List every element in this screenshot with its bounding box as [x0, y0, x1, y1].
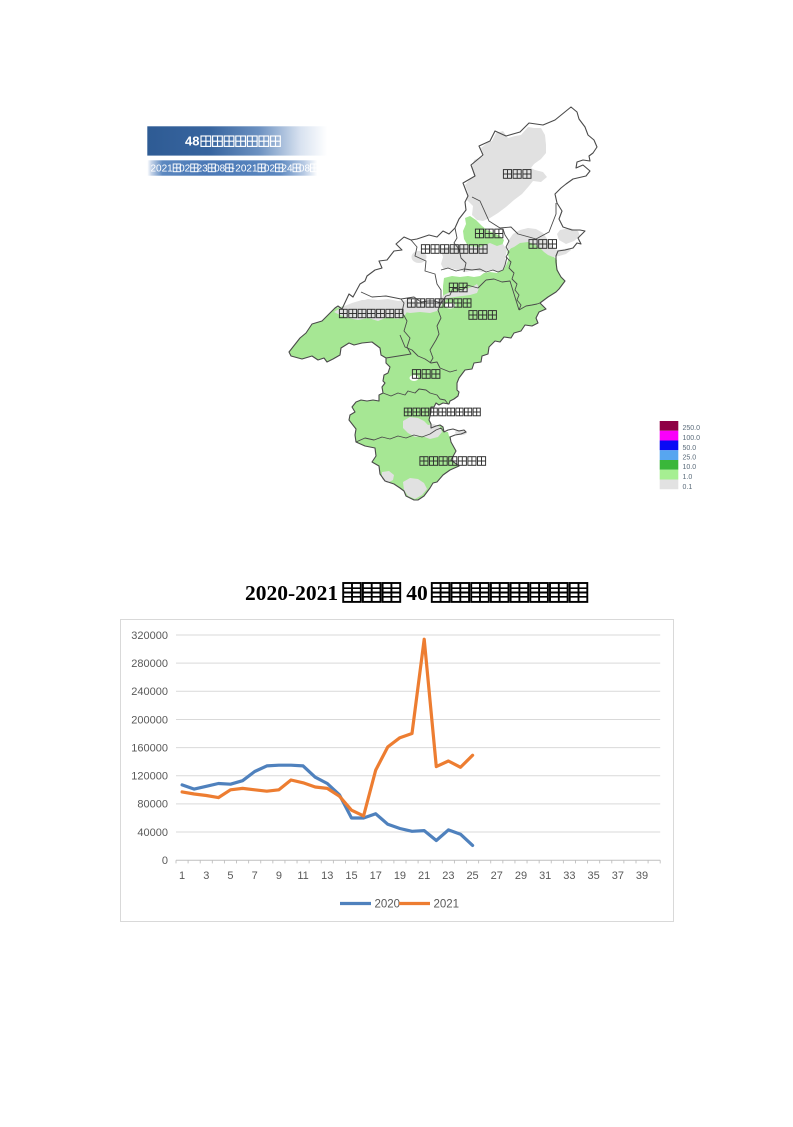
svg-text:2020: 2020: [375, 899, 401, 911]
svg-text:240000: 240000: [131, 686, 168, 698]
svg-text:0: 0: [162, 855, 168, 867]
svg-text:13: 13: [321, 870, 333, 882]
svg-text:33: 33: [563, 870, 575, 882]
svg-text:08: 08: [299, 163, 311, 174]
svg-text:280000: 280000: [131, 658, 168, 670]
svg-text:5: 5: [227, 870, 233, 882]
svg-text:50.0: 50.0: [683, 445, 697, 452]
svg-text:02: 02: [179, 163, 191, 174]
svg-text:0.1: 0.1: [683, 484, 693, 491]
svg-text:160000: 160000: [131, 742, 168, 754]
svg-text:80000: 80000: [137, 799, 168, 811]
svg-text:2021: 2021: [235, 163, 258, 174]
svg-text:2021: 2021: [151, 163, 174, 174]
svg-text:48: 48: [185, 134, 199, 149]
svg-text:35: 35: [587, 870, 599, 882]
svg-text:08: 08: [214, 163, 226, 174]
svg-text:-: -: [232, 163, 235, 174]
svg-text:7: 7: [252, 870, 258, 882]
svg-text:15: 15: [345, 870, 357, 882]
svg-text:250.0: 250.0: [683, 425, 701, 432]
svg-text:29: 29: [515, 870, 527, 882]
svg-text:23: 23: [197, 163, 209, 174]
svg-text:24: 24: [281, 163, 293, 174]
svg-text:39: 39: [636, 870, 648, 882]
svg-text:120000: 120000: [131, 771, 168, 783]
svg-text:17: 17: [370, 870, 382, 882]
svg-text:320000: 320000: [131, 630, 168, 642]
svg-text:23: 23: [442, 870, 454, 882]
svg-text:10.0: 10.0: [683, 464, 697, 471]
svg-text:40: 40: [406, 581, 428, 605]
svg-text:25: 25: [466, 870, 478, 882]
svg-text:1: 1: [179, 870, 185, 882]
svg-text:2020-2021: 2020-2021: [245, 581, 338, 605]
svg-text:3: 3: [203, 870, 209, 882]
svg-text:19: 19: [394, 870, 406, 882]
svg-text:2021: 2021: [434, 899, 460, 911]
svg-text:1.0: 1.0: [683, 474, 693, 481]
svg-text:37: 37: [612, 870, 624, 882]
svg-text:100.0: 100.0: [683, 435, 701, 442]
svg-text:21: 21: [418, 870, 430, 882]
svg-text:9: 9: [276, 870, 282, 882]
svg-text:02: 02: [264, 163, 276, 174]
svg-text:40000: 40000: [137, 827, 168, 839]
svg-text:200000: 200000: [131, 714, 168, 726]
svg-text:27: 27: [491, 870, 503, 882]
svg-text:25.0: 25.0: [683, 455, 697, 462]
svg-text:31: 31: [539, 870, 551, 882]
svg-text:11: 11: [297, 870, 308, 882]
